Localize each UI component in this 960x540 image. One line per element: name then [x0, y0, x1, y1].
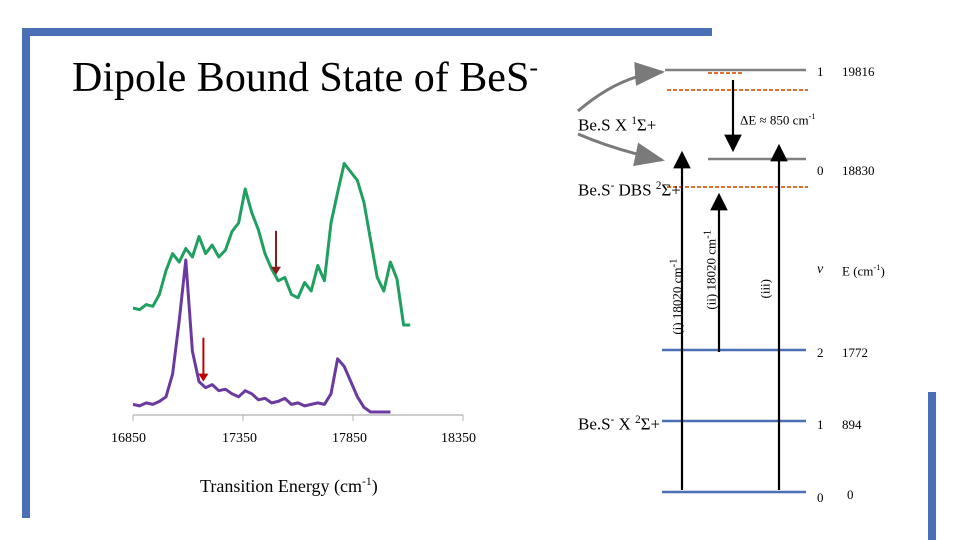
- lower-state-label: Be.S- X 2Σ+: [578, 414, 661, 434]
- transition-label-iii: (iii): [757, 279, 773, 299]
- gray-arrow-upper: [577, 61, 665, 113]
- level-e-value: 894: [842, 417, 862, 432]
- upper-state-label: Be.S X 1Σ+: [578, 115, 657, 135]
- dbs-state-label: Be.S- DBS 2Σ+: [578, 180, 681, 200]
- level-v-value: 0: [817, 163, 824, 178]
- level-v-value: 1: [817, 417, 824, 432]
- series-line-1: [132, 258, 391, 414]
- x-tick-label: 17850: [332, 431, 367, 446]
- level-v-value: 2: [817, 345, 824, 360]
- header-e: E (cm-1): [842, 262, 885, 279]
- slide-frame-top: [22, 28, 712, 36]
- slide-title: Dipole Bound State of BeS-: [72, 53, 538, 101]
- level-e-value: 0: [847, 487, 854, 502]
- level-e-value: 19816: [842, 64, 875, 79]
- x-tick-label: 16850: [111, 431, 146, 446]
- delta-e-label: ΔE ≈ 850 cm-1: [740, 111, 816, 128]
- level-e-value: 1772: [842, 345, 868, 360]
- gray-arrow-lower: [577, 132, 665, 167]
- x-tick-label: 17350: [222, 431, 257, 446]
- level-e-value: 18830: [842, 163, 875, 178]
- chart-axis: [132, 414, 464, 421]
- peak-arrow-head: [198, 373, 209, 382]
- x-axis-label: Transition Energy (cm-1): [200, 475, 378, 496]
- slide-frame-left: [22, 28, 30, 518]
- series-line-0: [132, 162, 411, 327]
- peak-arrow-head: [271, 266, 281, 275]
- x-tick-label: 18350: [441, 431, 476, 446]
- slide-frame-bottom-right: [928, 392, 936, 540]
- header-v: v: [817, 262, 824, 277]
- transition-label-ii: (ii) 18020 cm-1: [701, 229, 719, 310]
- transition-label-i: (i) 18020 cm-1: [667, 258, 685, 335]
- level-v-value: 0: [817, 490, 824, 505]
- level-v-value: 1: [817, 64, 824, 79]
